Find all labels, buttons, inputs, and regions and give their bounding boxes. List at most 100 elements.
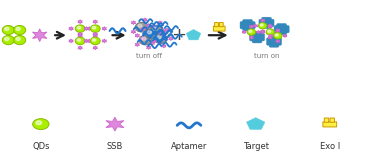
Circle shape (275, 34, 278, 36)
Polygon shape (102, 27, 107, 31)
Polygon shape (146, 33, 151, 37)
Circle shape (77, 39, 81, 41)
Text: +: + (171, 26, 186, 44)
Polygon shape (261, 19, 265, 22)
Polygon shape (131, 30, 136, 34)
Circle shape (274, 33, 282, 39)
Polygon shape (161, 44, 166, 48)
Circle shape (154, 34, 167, 44)
Text: QDs: QDs (32, 142, 50, 151)
Polygon shape (93, 20, 98, 24)
Polygon shape (150, 25, 154, 29)
Polygon shape (159, 32, 164, 36)
Circle shape (247, 29, 256, 35)
FancyBboxPatch shape (214, 26, 225, 31)
FancyBboxPatch shape (259, 19, 274, 27)
Circle shape (153, 27, 157, 30)
Polygon shape (146, 45, 151, 49)
Circle shape (14, 26, 26, 35)
Text: Target: Target (243, 142, 269, 151)
Polygon shape (242, 30, 246, 34)
Polygon shape (93, 32, 98, 36)
Polygon shape (161, 29, 166, 33)
Polygon shape (254, 24, 257, 28)
Circle shape (92, 26, 96, 29)
Circle shape (16, 27, 20, 31)
Circle shape (139, 35, 152, 45)
Polygon shape (150, 32, 155, 36)
FancyBboxPatch shape (324, 118, 329, 122)
Polygon shape (87, 39, 91, 43)
Polygon shape (78, 20, 82, 24)
Polygon shape (78, 32, 82, 36)
Circle shape (92, 39, 96, 41)
Polygon shape (186, 30, 201, 40)
Polygon shape (276, 40, 280, 43)
Circle shape (77, 26, 81, 29)
Circle shape (150, 25, 163, 35)
Circle shape (2, 36, 14, 45)
Circle shape (147, 31, 152, 34)
Polygon shape (268, 25, 272, 28)
Polygon shape (146, 31, 151, 35)
Polygon shape (150, 41, 155, 45)
Polygon shape (106, 117, 124, 131)
Text: turn on: turn on (254, 53, 279, 59)
Polygon shape (276, 30, 279, 34)
Circle shape (249, 30, 252, 32)
Polygon shape (131, 21, 136, 25)
Polygon shape (146, 24, 151, 28)
Polygon shape (283, 34, 287, 38)
FancyBboxPatch shape (277, 24, 287, 35)
FancyBboxPatch shape (249, 34, 265, 41)
Polygon shape (169, 37, 173, 41)
FancyBboxPatch shape (266, 38, 282, 45)
Polygon shape (141, 27, 145, 31)
Circle shape (75, 37, 85, 45)
FancyBboxPatch shape (323, 122, 337, 127)
FancyBboxPatch shape (215, 23, 218, 27)
Polygon shape (69, 27, 73, 31)
Polygon shape (152, 24, 156, 28)
Polygon shape (141, 36, 145, 40)
Polygon shape (158, 21, 162, 25)
Circle shape (5, 27, 9, 31)
Polygon shape (158, 35, 162, 39)
Circle shape (266, 29, 274, 35)
Polygon shape (78, 46, 82, 50)
FancyBboxPatch shape (274, 26, 289, 33)
Circle shape (16, 37, 20, 41)
Polygon shape (153, 38, 158, 42)
Polygon shape (84, 27, 88, 31)
Polygon shape (78, 34, 82, 38)
Polygon shape (276, 29, 280, 32)
Circle shape (135, 22, 148, 32)
Polygon shape (135, 43, 139, 47)
FancyBboxPatch shape (240, 22, 255, 29)
Polygon shape (87, 27, 91, 31)
Text: turn off: turn off (136, 53, 162, 59)
FancyBboxPatch shape (330, 118, 335, 122)
Text: SSB: SSB (107, 142, 123, 151)
Polygon shape (246, 118, 265, 129)
Circle shape (5, 37, 9, 41)
FancyBboxPatch shape (252, 32, 262, 43)
Text: Exo I: Exo I (320, 142, 340, 151)
Circle shape (75, 25, 85, 32)
Circle shape (259, 23, 267, 29)
Polygon shape (143, 33, 147, 37)
Polygon shape (69, 39, 73, 43)
Polygon shape (269, 34, 273, 38)
Circle shape (145, 29, 158, 39)
Circle shape (14, 36, 26, 45)
Circle shape (142, 37, 146, 40)
Circle shape (260, 24, 263, 26)
Polygon shape (93, 34, 98, 38)
Polygon shape (268, 36, 272, 39)
Polygon shape (261, 30, 265, 34)
Circle shape (33, 119, 49, 130)
Polygon shape (165, 28, 169, 32)
Polygon shape (261, 30, 265, 33)
Circle shape (90, 25, 100, 32)
Circle shape (157, 36, 161, 39)
